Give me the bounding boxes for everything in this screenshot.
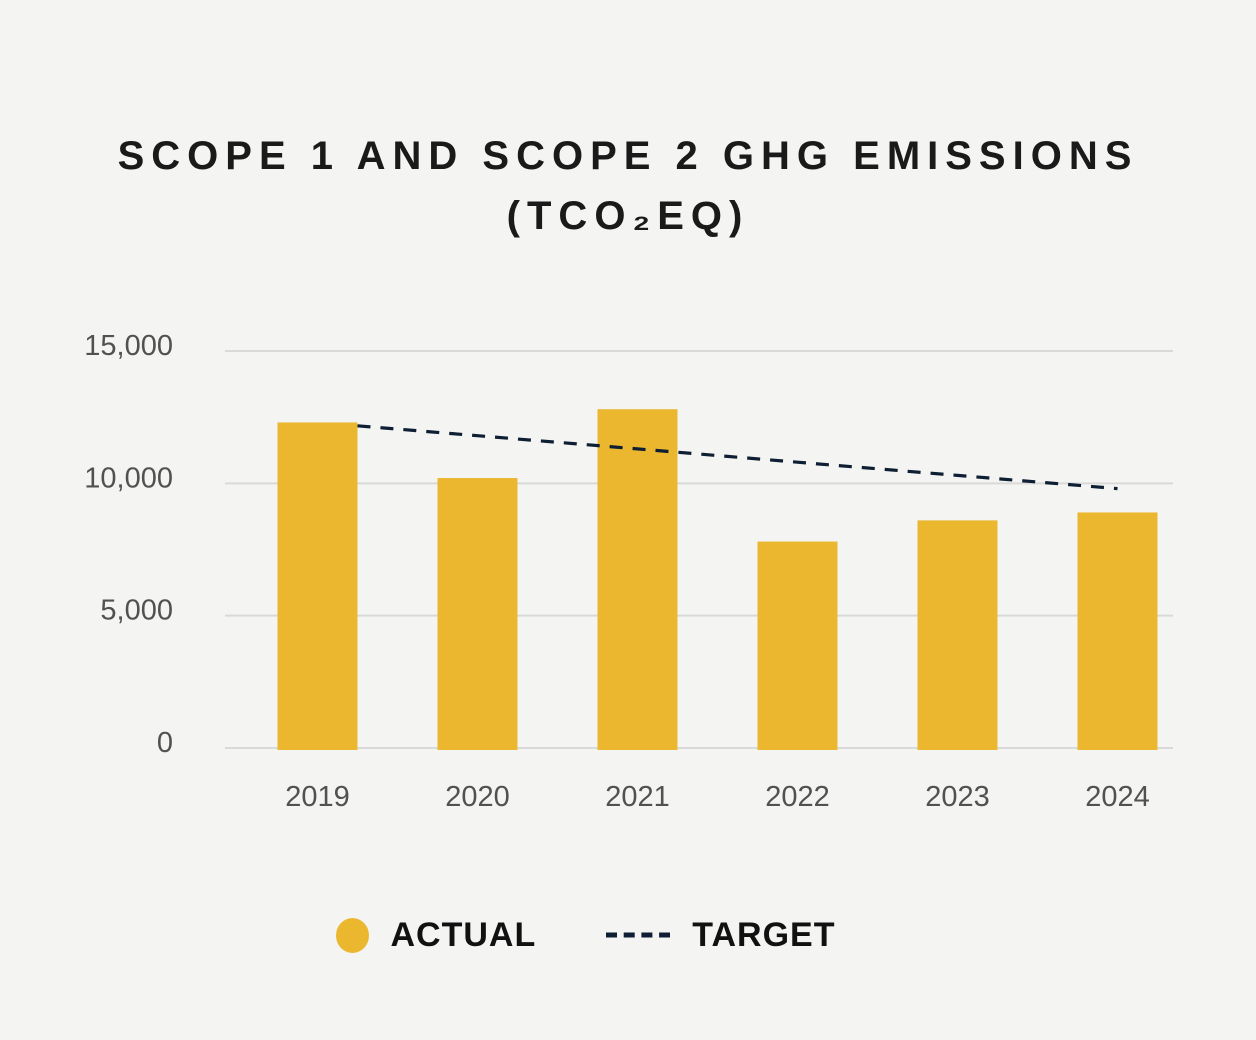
legend-item-target: TARGET xyxy=(606,916,835,955)
actual-series-swatch-icon xyxy=(336,917,370,953)
x-axis-tick-label: 2023 xyxy=(925,781,990,813)
y-axis-tick-label: 0 xyxy=(157,727,173,759)
chart-title-line2: (TCO₂EQ) xyxy=(506,194,750,238)
y-axis-tick-label: 15,000 xyxy=(84,330,173,362)
chart-title-line1: SCOPE 1 AND SCOPE 2 GHG EMISSIONS xyxy=(117,134,1139,178)
actual-bar-2022 xyxy=(757,541,838,750)
legend-item-actual: ACTUAL xyxy=(336,916,536,955)
actual-bar-2021 xyxy=(597,409,678,750)
actual-bar-2019 xyxy=(277,422,358,750)
legend-label-actual: ACTUAL xyxy=(390,915,537,954)
actual-bar-2023 xyxy=(917,520,998,750)
x-axis-tick-label: 2022 xyxy=(765,781,830,813)
x-axis-tick-label: 2024 xyxy=(1085,781,1150,813)
legend-label-target: TARGET xyxy=(692,915,836,954)
y-axis-tick-label: 5,000 xyxy=(100,595,173,627)
actual-bar-2024 xyxy=(1077,512,1158,750)
chart-legend: ACTUAL TARGET xyxy=(0,903,1214,967)
emissions-bar-chart: 0 5,000 10,000 15,000 2019 2020 2021 2022 2023 20… xyxy=(84,330,1173,813)
x-axis-tick-label: 2020 xyxy=(445,781,510,813)
x-axis-tick-label: 2021 xyxy=(605,781,670,813)
target-series-dash-icon xyxy=(606,932,671,938)
actual-bar-2020 xyxy=(437,478,518,750)
x-axis-tick-label: 2019 xyxy=(285,781,350,813)
y-axis-tick-label: 10,000 xyxy=(84,462,173,494)
chart-title: SCOPE 1 AND SCOPE 2 GHG EMISSIONS (TCO₂E… xyxy=(0,126,1256,246)
target-dashed-line xyxy=(357,424,1118,491)
